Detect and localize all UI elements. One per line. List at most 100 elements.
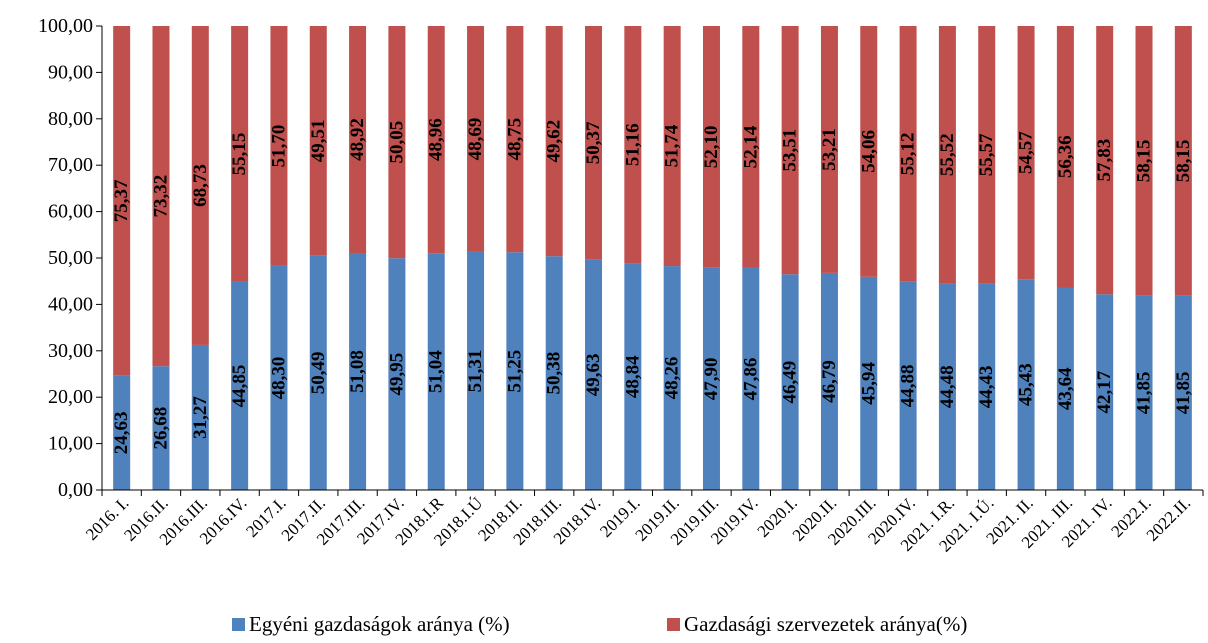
data-label-series-1-15: 47,90 <box>701 357 722 400</box>
bar-series-2-10 <box>506 26 524 253</box>
bar-series-1-0 <box>113 375 131 490</box>
bar-series-1-12 <box>585 259 603 490</box>
bar-series-2-7 <box>388 26 406 259</box>
data-label-series-1-11: 50,38 <box>544 352 565 395</box>
bar-series-2-14 <box>663 26 681 267</box>
bar-series-2-13 <box>624 26 642 264</box>
data-label-series-2-9: 48,69 <box>465 118 486 161</box>
bar-series-2-22 <box>978 26 996 284</box>
data-label-series-1-25: 42,17 <box>1094 370 1115 413</box>
bar-series-2-0 <box>113 26 131 376</box>
bar-series-2-19 <box>860 26 878 277</box>
data-labels-layer: 24,63 75,37 26,68 73,32 31,27 68,73 44,85 55,15… <box>111 118 1194 455</box>
bar-series-2-16 <box>742 26 760 268</box>
bar-series-1-22 <box>978 283 996 490</box>
data-label-series-2-15: 52,10 <box>701 125 722 168</box>
data-label-series-2-7: 50,05 <box>386 121 407 164</box>
legend-label-series-1: Egyéni gazdaságok aránya (%) <box>249 612 510 636</box>
data-label-series-2-24: 56,36 <box>1055 135 1076 178</box>
bars-layer <box>113 26 1192 490</box>
legend-label-series-2: Gazdasági szervezetek aránya(%) <box>684 612 968 636</box>
legend-swatch-series-2 <box>667 618 680 631</box>
bar-series-1-14 <box>663 266 681 490</box>
y-tick-label-8: 80,00 <box>48 108 93 130</box>
data-label-series-2-11: 49,62 <box>544 120 565 163</box>
legend-item-series-2: Gazdasági szervezetek aránya(%) <box>667 612 967 637</box>
data-label-series-1-23: 45,43 <box>1016 363 1037 406</box>
data-label-series-1-19: 45,94 <box>858 362 879 405</box>
legend: Egyéni gazdaságok aránya (%) Gazdasági s… <box>0 612 1208 642</box>
bar-series-1-10 <box>506 252 524 490</box>
data-label-series-2-5: 49,51 <box>308 119 329 162</box>
y-tick-label-1: 10,00 <box>48 433 93 455</box>
bar-series-2-12 <box>585 26 603 260</box>
bar-series-1-25 <box>1096 294 1114 490</box>
data-label-series-1-1: 26,68 <box>150 407 171 450</box>
bar-series-1-21 <box>938 283 956 490</box>
bar-series-2-20 <box>899 26 917 282</box>
data-label-series-2-16: 52,14 <box>740 125 761 168</box>
data-label-series-2-13: 51,16 <box>622 123 643 166</box>
bar-series-1-20 <box>899 281 917 490</box>
data-label-series-2-25: 57,83 <box>1094 139 1115 182</box>
bar-series-1-27 <box>1174 295 1192 490</box>
bar-series-1-8 <box>427 253 445 490</box>
data-label-series-2-20: 55,12 <box>898 133 919 176</box>
bar-series-1-26 <box>1135 295 1153 490</box>
bar-series-2-2 <box>191 26 209 345</box>
bar-series-2-23 <box>1017 26 1035 280</box>
bar-series-2-17 <box>781 26 799 275</box>
bar-series-2-1 <box>152 26 170 367</box>
data-label-series-1-6: 51,08 <box>347 350 368 393</box>
bar-series-2-5 <box>309 26 327 256</box>
bar-series-1-5 <box>309 255 327 490</box>
bar-series-1-7 <box>388 258 406 490</box>
legend-item-series-1: Egyéni gazdaságok aránya (%) <box>232 612 510 637</box>
data-label-series-1-14: 48,26 <box>662 357 683 400</box>
bar-series-2-8 <box>427 26 445 254</box>
data-label-series-2-19: 54,06 <box>858 130 879 173</box>
bar-series-1-6 <box>349 252 367 490</box>
bar-series-1-1 <box>152 366 170 490</box>
stacked-bar-chart: 2016. I.2016.II.2016.III.2016.IV.2017.I.… <box>38 15 1204 556</box>
data-label-series-2-3: 55,15 <box>229 133 250 176</box>
y-tick-label-0: 0,00 <box>58 479 93 501</box>
data-label-series-1-22: 44,43 <box>976 366 997 409</box>
bar-series-2-15 <box>702 26 720 268</box>
data-label-series-2-14: 51,74 <box>662 124 683 167</box>
data-label-series-1-27: 41,85 <box>1173 372 1194 415</box>
data-label-series-2-27: 58,15 <box>1173 140 1194 183</box>
y-tick-label-10: 100,00 <box>38 15 93 37</box>
bar-series-1-24 <box>1056 287 1074 490</box>
bar-series-1-23 <box>1017 279 1035 490</box>
data-label-series-2-22: 55,57 <box>976 133 997 176</box>
data-label-series-2-1: 73,32 <box>150 175 171 218</box>
data-label-series-1-16: 47,86 <box>740 358 761 401</box>
data-label-series-2-8: 48,96 <box>426 118 447 161</box>
data-label-series-1-13: 48,84 <box>622 355 643 398</box>
data-label-series-1-5: 50,49 <box>308 351 329 394</box>
bar-series-1-13 <box>624 263 642 490</box>
data-label-series-1-24: 43,64 <box>1055 367 1076 410</box>
bar-series-2-6 <box>349 26 367 253</box>
data-label-series-2-18: 53,21 <box>819 128 840 171</box>
bar-series-1-16 <box>742 267 760 490</box>
bar-series-1-17 <box>781 274 799 490</box>
y-tick-label-9: 90,00 <box>48 61 93 83</box>
data-label-series-1-12: 49,63 <box>583 353 604 396</box>
data-label-series-2-23: 54,57 <box>1016 131 1037 174</box>
bar-series-2-11 <box>545 26 563 257</box>
bar-series-1-11 <box>545 256 563 490</box>
bar-series-1-18 <box>820 272 838 490</box>
bar-series-2-26 <box>1135 26 1153 296</box>
bar-series-2-21 <box>938 26 956 284</box>
data-label-series-1-21: 44,48 <box>937 365 958 408</box>
y-tick-label-2: 20,00 <box>48 386 93 408</box>
bar-series-2-3 <box>231 26 249 282</box>
bar-series-2-9 <box>467 26 485 252</box>
bar-series-2-24 <box>1056 26 1074 288</box>
data-label-series-2-26: 58,15 <box>1134 140 1155 183</box>
x-tick-label-27: 2022.II. <box>1143 493 1194 544</box>
data-label-series-1-7: 49,95 <box>386 353 407 396</box>
y-tick-label-6: 60,00 <box>48 201 93 223</box>
